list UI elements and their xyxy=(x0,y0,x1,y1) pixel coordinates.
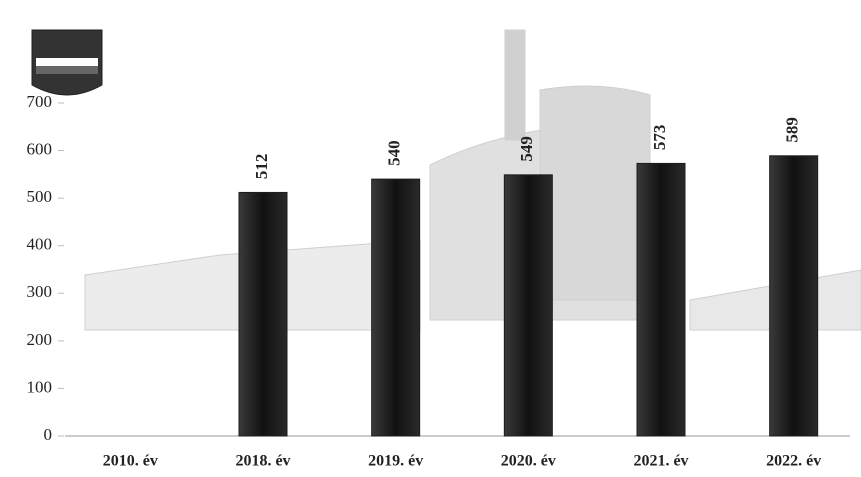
y-tick-label: 200 xyxy=(27,330,53,349)
y-tick-label: 400 xyxy=(27,235,53,254)
bar xyxy=(503,174,553,437)
x-tick-label: 2021. év xyxy=(633,453,688,470)
y-tick-label: 700 xyxy=(27,92,53,111)
bar xyxy=(769,155,819,437)
x-tick-label: 2018. év xyxy=(235,453,290,470)
value-label: 573 xyxy=(650,125,669,151)
y-tick-label: 100 xyxy=(27,377,53,396)
value-label: 589 xyxy=(783,117,802,143)
logo xyxy=(31,29,103,96)
value-label: 549 xyxy=(517,136,536,162)
x-tick-label: 2019. év xyxy=(368,453,423,470)
x-tick-label: 2010. év xyxy=(103,453,158,470)
y-tick-label: 600 xyxy=(27,139,53,158)
x-tick-label: 2020. év xyxy=(501,453,556,470)
value-label: 540 xyxy=(385,140,404,166)
y-tick-label: 300 xyxy=(27,282,53,301)
y-tick-label: 500 xyxy=(27,187,53,206)
bar xyxy=(371,178,421,437)
bar xyxy=(238,191,288,437)
y-tick-label: 0 xyxy=(44,425,53,444)
bar xyxy=(636,162,686,437)
value-label: 512 xyxy=(252,154,271,180)
x-tick-label: 2022. év xyxy=(766,453,821,470)
